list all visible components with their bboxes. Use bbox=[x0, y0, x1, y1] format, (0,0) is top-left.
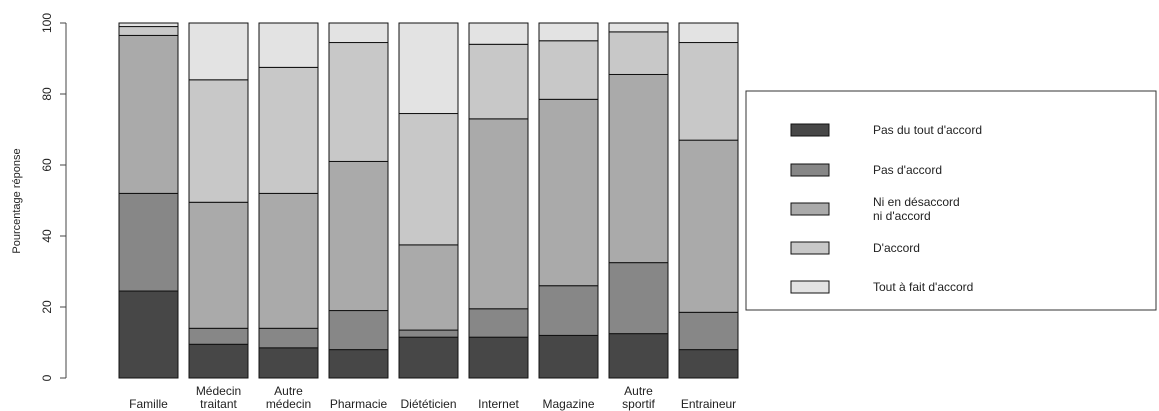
bar-segment bbox=[608, 22, 669, 33]
bar-segment bbox=[258, 327, 319, 349]
bar-segment bbox=[538, 285, 599, 336]
category-label: médecin bbox=[266, 397, 311, 411]
legend-swatch bbox=[790, 241, 830, 255]
bar-segment bbox=[468, 308, 529, 338]
legend-label: Pas d'accord bbox=[873, 163, 942, 177]
y-tick-label: 100 bbox=[40, 13, 54, 33]
y-axis: 0 20 40 60 80 100 bbox=[40, 13, 67, 381]
y-tick-label: 20 bbox=[40, 300, 54, 314]
category-label: Autre bbox=[624, 384, 653, 398]
bar-segment bbox=[608, 333, 669, 379]
bar-segment bbox=[188, 22, 249, 81]
bar-segment bbox=[398, 22, 459, 115]
legend-label: ni d'accord bbox=[873, 209, 931, 223]
bar-segment bbox=[328, 160, 389, 312]
bar-segment bbox=[328, 42, 389, 162]
bar-segment bbox=[468, 118, 529, 310]
bar-segment bbox=[188, 79, 249, 203]
bar-segment bbox=[398, 329, 459, 338]
bar-segment bbox=[678, 42, 739, 141]
bar-segment bbox=[118, 290, 179, 379]
bar-segment bbox=[678, 349, 739, 379]
bar-segment bbox=[678, 311, 739, 351]
bar-segment bbox=[328, 349, 389, 379]
category-label: Magazine bbox=[542, 397, 594, 411]
legend-swatch bbox=[790, 123, 830, 137]
bar-stack bbox=[608, 22, 669, 379]
bar-segment bbox=[188, 327, 249, 345]
bar-segment bbox=[468, 43, 529, 120]
legend-label: D'accord bbox=[873, 241, 920, 255]
bar-segment bbox=[328, 310, 389, 351]
bar-segment bbox=[118, 22, 179, 28]
legend-swatch bbox=[790, 280, 830, 294]
y-tick-label: 80 bbox=[40, 87, 54, 101]
y-tick-label: 40 bbox=[40, 229, 54, 243]
bar-segment bbox=[608, 262, 669, 335]
bar-segment bbox=[398, 336, 459, 379]
bar-segment bbox=[258, 192, 319, 329]
bar-segment bbox=[538, 40, 599, 100]
bar-segment bbox=[538, 334, 599, 379]
category-label: Entraineur bbox=[681, 397, 736, 411]
bar-segment bbox=[118, 26, 179, 36]
bar-segment bbox=[538, 98, 599, 287]
y-axis-label: Pourcentage réponse bbox=[11, 148, 23, 253]
bar-segment bbox=[118, 192, 179, 292]
legend-label: Ni en désaccord bbox=[873, 195, 960, 209]
bar-segment bbox=[468, 336, 529, 379]
bar-segment bbox=[678, 139, 739, 313]
category-label: Autre bbox=[274, 384, 303, 398]
bar-segment bbox=[118, 34, 179, 194]
bar-stack bbox=[468, 22, 529, 379]
bar-stack bbox=[678, 22, 739, 379]
bar-stack bbox=[328, 22, 389, 379]
bar-segment bbox=[258, 66, 319, 194]
bar-segment bbox=[188, 343, 249, 379]
category-label: traitant bbox=[200, 397, 237, 411]
bar-segment bbox=[258, 22, 319, 68]
legend-label: Pas du tout d'accord bbox=[873, 123, 982, 137]
bar-segment bbox=[398, 244, 459, 331]
legend: Pas du tout d'accord Pas d'accord Ni en dé… bbox=[745, 90, 1157, 311]
bar-segment bbox=[398, 113, 459, 246]
bar-segment bbox=[328, 22, 389, 44]
category-label: Diététicien bbox=[400, 397, 456, 411]
legend-swatch bbox=[790, 163, 830, 177]
bar-stack bbox=[538, 22, 599, 379]
bar-stack bbox=[398, 22, 459, 379]
category-label: Pharmacie bbox=[330, 397, 388, 411]
bar-segment bbox=[608, 73, 669, 264]
category-label: Internet bbox=[478, 397, 519, 411]
bar-stack bbox=[258, 22, 319, 379]
bars bbox=[118, 22, 739, 379]
y-tick-label: 60 bbox=[40, 158, 54, 172]
category-label: sportif bbox=[622, 397, 655, 411]
category-label: Médecin bbox=[196, 384, 241, 398]
bar-segment bbox=[258, 347, 319, 379]
bar-stack bbox=[118, 22, 179, 379]
bar-segment bbox=[538, 22, 599, 42]
bar-segment bbox=[468, 22, 529, 45]
category-label: Famille bbox=[129, 397, 168, 411]
legend-label: Tout à fait d'accord bbox=[873, 280, 973, 294]
bar-segment bbox=[608, 31, 669, 75]
bar-segment bbox=[678, 22, 739, 44]
bar-stack bbox=[188, 22, 249, 379]
legend-swatch bbox=[790, 202, 830, 216]
y-tick-label: 0 bbox=[40, 374, 54, 381]
bar-segment bbox=[188, 201, 249, 329]
